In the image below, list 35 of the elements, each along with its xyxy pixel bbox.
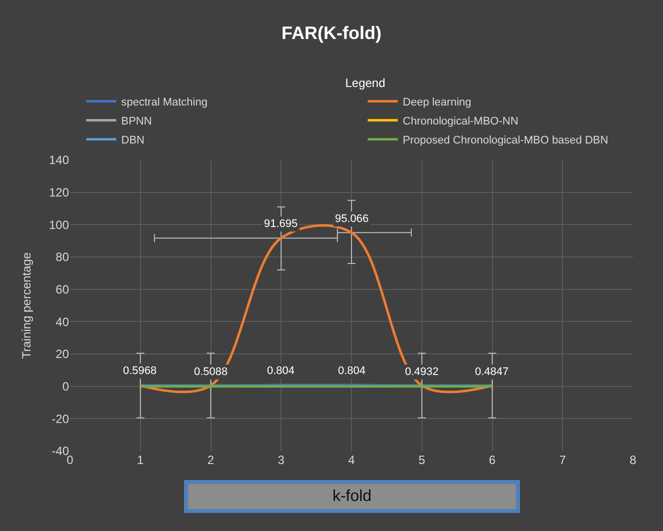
x-tick-label: 4 — [348, 453, 356, 467]
x-tick-label: 6 — [488, 453, 496, 467]
legend-label: BPNN — [121, 116, 152, 128]
data-label: 0.4847 — [475, 366, 509, 378]
y-tick-label: 40 — [56, 314, 70, 329]
chart-title: FAR(K-fold) — [282, 23, 382, 44]
y-tick-label: 0 — [62, 380, 70, 394]
legend-label: Proposed Chronological-MBO based DBN — [402, 134, 608, 147]
x-tick-label: 1 — [137, 453, 144, 467]
data-label: 0.804 — [338, 365, 366, 377]
legend-label: DBN — [121, 134, 145, 147]
x-tick-label: 5 — [418, 453, 426, 467]
x-tick-label: 2 — [207, 453, 214, 467]
data-label: 91.695 — [264, 218, 298, 230]
data-label: 0.4932 — [405, 366, 439, 378]
data-label: 95.066 — [335, 213, 369, 225]
y-axis-title: Training percentage — [19, 252, 34, 359]
y-tick-label: 20 — [56, 347, 70, 362]
x-tick-label: 8 — [630, 453, 637, 467]
data-label: 0.5088 — [194, 366, 228, 378]
legend-label: Chronological-MBO-NN — [402, 116, 518, 128]
x-axis-title: k-fold — [332, 488, 372, 505]
x-tick-label: 3 — [278, 453, 285, 467]
legend-label: Deep learning — [402, 96, 472, 109]
y-tick-label: 80 — [56, 250, 70, 264]
y-tick-label: 100 — [48, 218, 70, 232]
data-label: 0.5968 — [123, 365, 157, 377]
data-label: 0.804 — [267, 365, 295, 377]
x-tick-label: 7 — [559, 453, 566, 467]
legend-label: spectral Matching — [121, 96, 208, 109]
legend-title: Legend — [345, 76, 386, 90]
y-tick-label: -20 — [52, 412, 70, 426]
y-tick-label: 140 — [48, 153, 70, 168]
y-tick-label: 120 — [48, 186, 70, 200]
y-tick-label: 60 — [56, 282, 70, 297]
